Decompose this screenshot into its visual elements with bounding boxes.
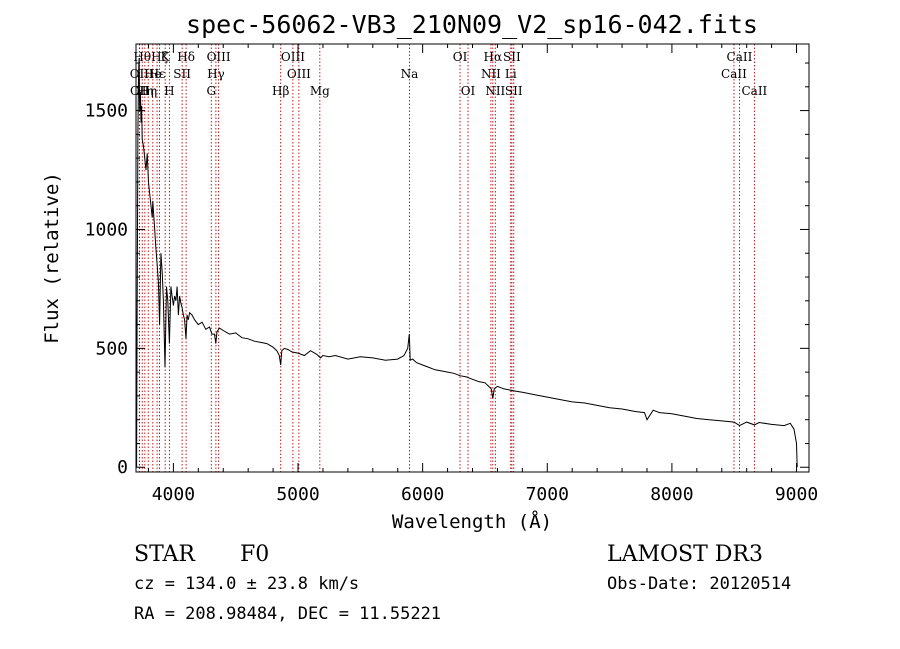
object-class: STAR	[134, 542, 196, 567]
y-axis-ticks: 0 500 1000 1500	[85, 62, 809, 478]
x-axis-ticks: 4000 5000 6000 7000 8000 9000	[147, 44, 818, 505]
line-label: Hδ	[177, 50, 195, 64]
line-label: SII	[505, 84, 523, 98]
line-label: K	[161, 50, 171, 64]
chart-title: spec-56062-VB3_210N09_V2_sp16-042.fits	[186, 10, 758, 39]
line-label: H	[164, 84, 174, 98]
line-label: SII	[503, 50, 521, 64]
line-label: Hε	[149, 67, 166, 81]
observation-date: Obs-Date: 20120514	[607, 574, 791, 594]
y-tick-label: 1000	[85, 219, 128, 240]
redshift-velocity: cz = 134.0 ± 23.8 km/s	[134, 574, 359, 594]
line-label: Hζ	[151, 50, 168, 64]
line-label: Hβ	[272, 84, 289, 98]
survey-name: LAMOST DR3	[607, 542, 763, 567]
line-label: OI	[461, 84, 476, 98]
line-label: Hγ	[207, 67, 225, 81]
y-tick-label: 1500	[85, 101, 128, 122]
line-label: Hα	[484, 50, 503, 64]
line-label: Na	[401, 67, 419, 81]
y-axis-label: Flux (relative)	[41, 172, 63, 344]
line-label: NII	[481, 67, 501, 81]
line-label: Hθ	[133, 50, 151, 64]
line-label: G	[206, 84, 216, 98]
line-label: OI	[453, 50, 468, 64]
coordinates: RA = 208.98484, DEC = 11.55221	[134, 604, 441, 624]
line-label: Li	[505, 67, 517, 81]
plot-frame	[135, 43, 810, 473]
line-label: OIII	[207, 50, 231, 64]
spectral-line-markers	[138, 44, 755, 472]
line-label: CaII	[721, 67, 747, 81]
y-tick-label: 0	[117, 457, 128, 478]
x-axis-label: Wavelength (Å)	[392, 510, 552, 533]
x-tick-label: 7000	[526, 484, 569, 505]
line-label: OIII	[287, 67, 311, 81]
x-tick-label: 9000	[775, 484, 818, 505]
x-tick-label: 6000	[401, 484, 444, 505]
object-subclass: F0	[240, 542, 269, 567]
line-label: Mg	[310, 84, 330, 98]
line-label: CaII	[727, 50, 753, 64]
y-tick-label: 500	[95, 338, 128, 359]
spectral-line-labels: OIIOIIHθHηHηHeHεHζKHSIIHδGHγOIIIHβOIIIOI…	[130, 50, 768, 98]
line-label: NII	[485, 84, 505, 98]
spectrum-line	[135, 58, 798, 468]
x-tick-label: 8000	[650, 484, 693, 505]
line-label: OIII	[281, 50, 305, 64]
line-label: CaII	[741, 84, 767, 98]
line-label: He	[144, 67, 162, 81]
x-tick-label: 4000	[152, 484, 195, 505]
line-label: Hη	[139, 84, 157, 98]
line-label: SII	[173, 67, 191, 81]
x-tick-label: 5000	[276, 484, 319, 505]
